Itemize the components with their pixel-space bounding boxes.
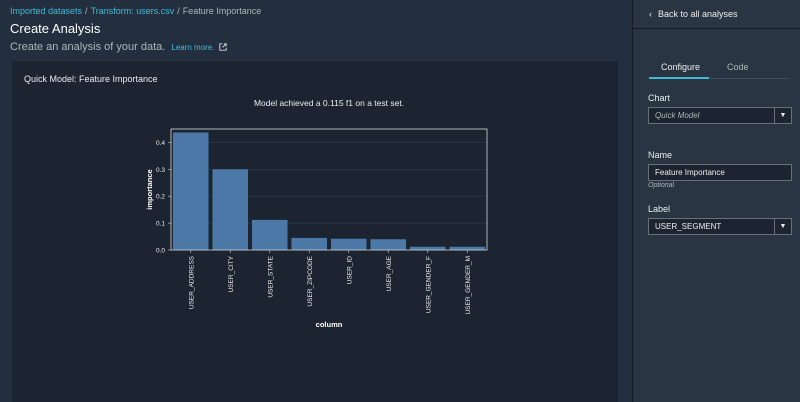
caret-down-icon: ▼ (774, 108, 791, 123)
breadcrumb-separator: / (177, 6, 180, 16)
chart-field-label: Chart (648, 93, 671, 103)
active-tab-indicator (649, 77, 709, 79)
bar-user-id (330, 238, 367, 250)
y-tick-label: 0.3 (156, 167, 165, 174)
breadcrumb-transform[interactable]: Transform: users.csv (90, 6, 175, 16)
chart-select-value: Quick Model (655, 111, 700, 120)
right-sidebar: ‹ Back to all analyses Configure Code Cha… (632, 0, 800, 402)
label-select[interactable]: USER_SEGMENT ▼ (648, 218, 792, 235)
tab-code[interactable]: Code (727, 62, 749, 72)
panel-title: Quick Model: Feature Importance (24, 74, 158, 84)
breadcrumb-imported-datasets[interactable]: Imported datasets (10, 6, 83, 16)
label-select-value: USER_SEGMENT (655, 222, 722, 231)
x-tick-label: USER_AGE (386, 255, 393, 291)
chart-title: Model achieved a 0.115 f1 on a test set. (254, 98, 404, 108)
tabs-divider (649, 78, 789, 79)
learn-more-label: Learn more. (171, 43, 215, 52)
external-link-icon (218, 43, 227, 51)
caret-down-icon: ▼ (774, 219, 791, 234)
learn-more-link[interactable]: Learn more. (171, 43, 227, 52)
name-input[interactable]: Feature Importance (648, 164, 792, 181)
bar-user-gender-m (449, 246, 486, 250)
label-field-label: Label (648, 204, 671, 214)
tab-configure[interactable]: Configure (661, 62, 701, 72)
x-tick-label: USER_ID (346, 256, 353, 284)
bar-user-city (212, 169, 249, 250)
bar-user-zipcode (291, 237, 328, 250)
x-tick-label: USER_GENDER_M (465, 256, 472, 315)
chart-select[interactable]: Quick Model ▼ (648, 107, 792, 124)
y-axis-label: importance (145, 169, 154, 209)
name-field-label: Name (648, 150, 673, 160)
y-tick-label: 0.0 (156, 248, 165, 255)
chevron-left-icon: ‹ (649, 9, 652, 19)
breadcrumb: Imported datasets / Transform: users.csv / F… (10, 6, 261, 16)
x-axis-label: column (316, 320, 343, 329)
x-tick-label: USER_STATE (267, 255, 274, 297)
back-to-analyses-link[interactable]: ‹ Back to all analyses (649, 9, 738, 19)
main-area: Imported datasets / Transform: users.csv / F… (10, 6, 618, 402)
x-tick-label: USER_GENDER_F (425, 256, 432, 313)
bar-user-gender-f (409, 246, 446, 250)
name-optional-hint: Optional (648, 182, 675, 189)
subtitle-text: Create an analysis of your data. (10, 41, 166, 53)
breadcrumb-separator: / (85, 6, 88, 16)
sidebar-header: ‹ Back to all analyses (633, 0, 800, 29)
feature-importance-chart: Model achieved a 0.115 f1 on a test set.… (145, 98, 488, 329)
y-tick-label: 0.1 (156, 221, 165, 228)
sidebar-tabs: Configure Code (649, 62, 789, 79)
x-tick-label: USER_ADDRESS (188, 255, 195, 309)
page-subtitle: Create an analysis of your data. Learn m… (10, 41, 227, 53)
bar-user-state (251, 219, 288, 250)
page-title: Create Analysis (10, 21, 101, 36)
chart-panel: Quick Model: Feature Importance Model ac… (12, 61, 618, 402)
y-tick-label: 0.4 (156, 140, 165, 147)
x-tick-label: USER_CITY (228, 255, 235, 292)
bar-user-address (172, 132, 209, 250)
breadcrumb-current: Feature Importance (182, 6, 262, 16)
y-tick-label: 0.2 (156, 194, 165, 201)
bar-user-age (370, 239, 407, 250)
x-tick-label: USER_ZIPCODE (307, 255, 314, 306)
back-label: Back to all analyses (658, 9, 738, 19)
plot-frame (170, 128, 488, 251)
